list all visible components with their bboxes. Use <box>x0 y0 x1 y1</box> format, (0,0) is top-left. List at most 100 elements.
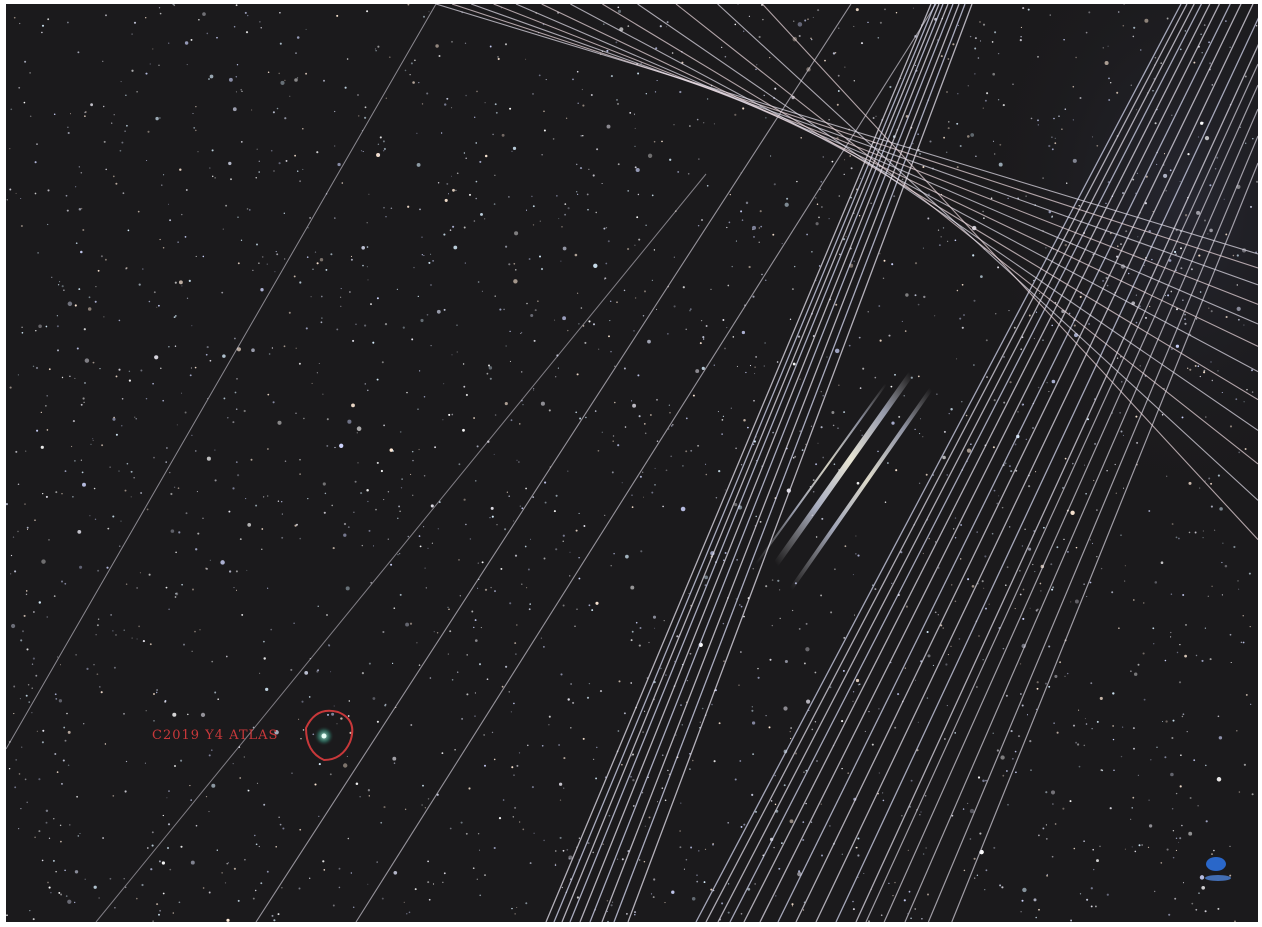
star <box>993 489 996 492</box>
star <box>742 107 745 110</box>
star <box>303 417 305 420</box>
star <box>1210 482 1213 485</box>
star <box>195 824 198 827</box>
star <box>448 608 450 610</box>
star <box>350 872 352 874</box>
star <box>764 342 766 344</box>
star <box>1201 659 1204 662</box>
star <box>741 219 744 221</box>
star <box>1178 681 1182 684</box>
star <box>986 92 989 95</box>
star <box>421 804 423 806</box>
star <box>1172 830 1175 832</box>
star <box>233 587 235 589</box>
star <box>845 235 847 237</box>
star <box>1059 661 1062 664</box>
star <box>476 878 478 880</box>
star <box>710 888 713 891</box>
star <box>1033 338 1035 340</box>
satellite-trail <box>883 84 1258 922</box>
star <box>189 374 192 377</box>
star <box>951 814 954 817</box>
star <box>862 367 865 370</box>
star <box>149 643 152 646</box>
star <box>804 19 807 22</box>
star <box>651 194 654 197</box>
star <box>48 886 51 889</box>
star <box>759 210 762 213</box>
star <box>434 446 437 449</box>
star <box>574 625 576 627</box>
star <box>190 860 195 865</box>
star <box>465 157 467 160</box>
star <box>1111 591 1114 594</box>
star <box>1072 724 1076 727</box>
star <box>969 808 975 814</box>
star <box>361 544 364 547</box>
star <box>602 843 604 845</box>
star <box>645 224 647 226</box>
star <box>1188 531 1191 534</box>
star <box>848 344 851 347</box>
star <box>488 366 493 370</box>
star <box>138 283 141 286</box>
star <box>167 823 171 826</box>
star <box>475 180 478 183</box>
star <box>494 103 497 106</box>
star <box>273 919 276 922</box>
star <box>1184 30 1187 32</box>
star <box>834 568 836 571</box>
star <box>847 772 849 774</box>
star <box>173 4 176 7</box>
star <box>637 374 640 377</box>
star <box>111 122 113 124</box>
star <box>595 211 597 214</box>
star <box>191 650 193 652</box>
star <box>632 804 635 807</box>
star <box>421 103 424 105</box>
star <box>232 762 234 765</box>
star <box>378 153 381 156</box>
star <box>38 778 41 781</box>
star <box>299 537 302 540</box>
star <box>816 760 818 762</box>
star <box>568 855 573 860</box>
star <box>957 24 959 26</box>
star <box>199 629 201 631</box>
star <box>617 444 620 447</box>
star <box>528 258 531 260</box>
star <box>994 31 997 34</box>
star <box>682 286 685 289</box>
star <box>261 548 263 550</box>
star <box>516 459 518 461</box>
star <box>621 858 624 861</box>
star <box>616 301 618 304</box>
star <box>843 173 845 176</box>
star <box>239 777 242 779</box>
star <box>32 918 35 921</box>
star <box>173 486 176 488</box>
star <box>226 918 230 922</box>
blue-logo-icon <box>1205 857 1231 881</box>
star <box>93 885 97 889</box>
star <box>671 423 674 426</box>
star <box>1154 57 1157 59</box>
star <box>1086 595 1088 598</box>
star <box>556 195 558 197</box>
star <box>274 730 279 735</box>
star <box>248 790 250 792</box>
star <box>755 68 757 71</box>
star <box>224 882 227 884</box>
star <box>961 326 964 329</box>
star <box>981 580 984 583</box>
star <box>423 526 425 528</box>
star <box>705 325 708 327</box>
star <box>1197 365 1200 367</box>
star <box>585 416 587 419</box>
star <box>502 799 505 801</box>
star <box>1006 566 1009 569</box>
star <box>66 712 68 715</box>
star <box>1207 595 1209 597</box>
star <box>217 698 220 701</box>
star <box>180 392 183 394</box>
